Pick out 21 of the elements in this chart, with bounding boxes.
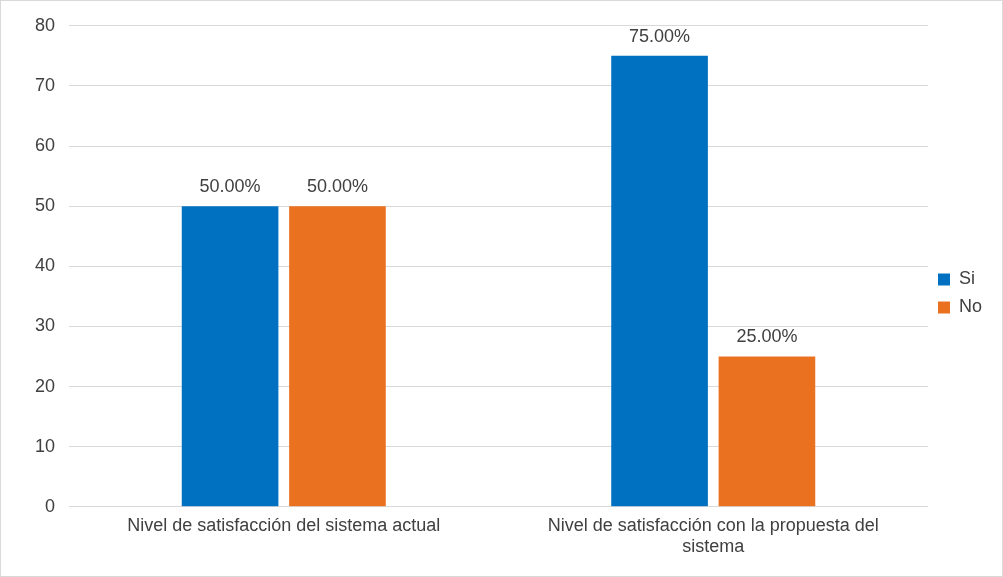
data-label: 50.00%: [199, 176, 261, 197]
data-label: 50.00%: [306, 176, 368, 197]
bar: [289, 206, 386, 507]
y-tick-label: 60: [34, 135, 56, 156]
data-label: 25.00%: [736, 326, 798, 347]
data-label: 75.00%: [629, 25, 691, 46]
y-tick-label: 50: [34, 195, 56, 216]
legend-label: Si: [958, 268, 976, 289]
x-tick-label: Nivel de satisfacción del sistema actual: [127, 514, 441, 535]
y-tick-label: 30: [34, 315, 56, 336]
y-tick-label: 10: [34, 435, 56, 456]
bar: [611, 55, 708, 507]
y-tick-label: 40: [34, 255, 56, 276]
y-tick-label: 80: [34, 14, 56, 35]
y-tick-label: 70: [34, 74, 56, 95]
y-tick-label: 20: [34, 375, 56, 396]
bar: [181, 206, 279, 507]
x-tick-label: Nivel de satisfacción con la propuesta del sistema: [547, 514, 879, 557]
bar: [718, 356, 816, 507]
legend-label: No: [958, 296, 983, 317]
y-tick-label: 0: [45, 495, 56, 516]
